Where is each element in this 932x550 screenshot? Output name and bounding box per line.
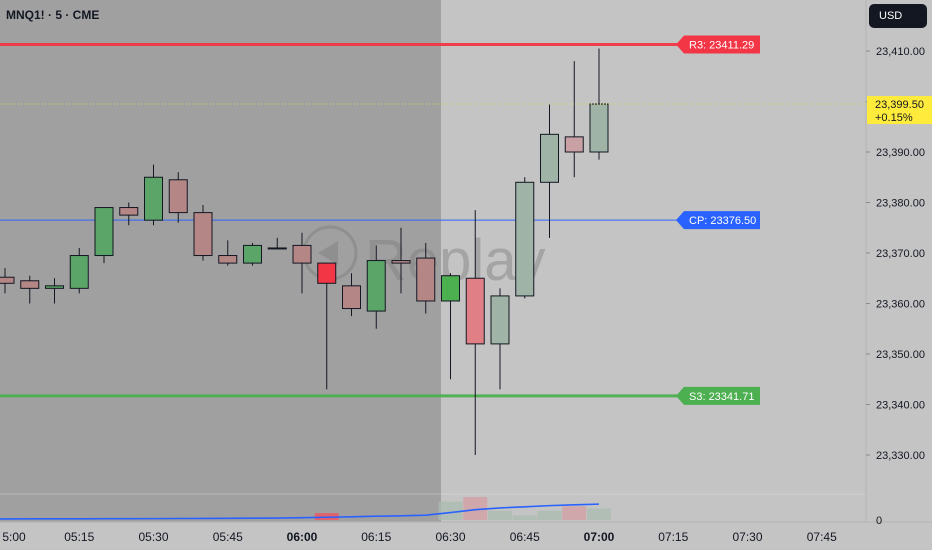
candle-body bbox=[416, 257, 436, 302]
candle-body bbox=[490, 295, 510, 345]
current-price-label: 23,399.50 bbox=[875, 99, 924, 111]
price-tick-label: 23,370.00 bbox=[876, 248, 925, 260]
candle[interactable] bbox=[193, 205, 213, 261]
price-tick-label: 23,410.00 bbox=[876, 46, 925, 58]
candle[interactable] bbox=[267, 237, 287, 250]
time-label: 05:15 bbox=[64, 530, 94, 544]
candle-body bbox=[465, 277, 485, 345]
time-label: 5:00 bbox=[2, 530, 26, 544]
candle-body bbox=[168, 179, 188, 214]
support-level-tag[interactable] bbox=[676, 386, 760, 405]
candle-body bbox=[589, 103, 609, 153]
volume-bar bbox=[463, 497, 488, 520]
candle[interactable] bbox=[144, 164, 163, 226]
volume-bar bbox=[537, 510, 562, 520]
candle-body bbox=[243, 244, 262, 264]
candle[interactable] bbox=[292, 232, 312, 294]
candle[interactable] bbox=[416, 242, 436, 314]
candle[interactable] bbox=[45, 278, 64, 304]
candle-body bbox=[366, 260, 386, 312]
candle[interactable] bbox=[465, 210, 485, 455]
candle[interactable] bbox=[94, 207, 114, 264]
candle-body bbox=[94, 207, 114, 257]
candle-body bbox=[540, 133, 559, 183]
volume-bar bbox=[438, 501, 463, 520]
candle-body bbox=[317, 262, 337, 284]
time-label: 05:45 bbox=[213, 530, 243, 544]
candle[interactable] bbox=[441, 273, 460, 380]
candle-body bbox=[45, 285, 64, 289]
time-label: 06:00 bbox=[287, 530, 318, 544]
time-label: 07:00 bbox=[584, 530, 615, 544]
candle-body bbox=[441, 275, 460, 302]
current-price-tag bbox=[867, 96, 932, 125]
price-tick-label: 23,390.00 bbox=[876, 147, 925, 159]
current-price-change: +0.15% bbox=[875, 112, 913, 124]
time-label: 07:15 bbox=[658, 530, 688, 544]
resistance-level-tag[interactable] bbox=[676, 35, 760, 54]
candle[interactable] bbox=[218, 240, 238, 266]
volume-zero-label: 0 bbox=[876, 515, 882, 527]
candle-body bbox=[342, 285, 361, 310]
time-axis[interactable]: 5:00 05:15 05:30 05:45 06:00 06:15 06:30 06:45 0… bbox=[2, 530, 837, 544]
candle[interactable] bbox=[243, 242, 262, 266]
candle[interactable] bbox=[540, 104, 559, 238]
pivot-level-label: CP: 23376.50 bbox=[689, 215, 756, 227]
candle-body bbox=[391, 260, 411, 264]
price-tick-label: 23,330.00 bbox=[876, 450, 925, 462]
support-level-label: S3: 23341.71 bbox=[689, 391, 754, 403]
time-label: 07:30 bbox=[732, 530, 762, 544]
candle[interactable] bbox=[515, 177, 535, 299]
candle-body bbox=[0, 276, 15, 284]
candle[interactable] bbox=[20, 275, 40, 304]
price-tick-label: 23,340.00 bbox=[876, 400, 925, 412]
candle-body bbox=[69, 255, 89, 289]
candle-body bbox=[193, 212, 213, 257]
candle[interactable] bbox=[0, 268, 15, 294]
candle[interactable] bbox=[317, 262, 337, 390]
candle-body bbox=[218, 255, 238, 264]
currency-button[interactable]: USD bbox=[869, 4, 927, 28]
candle[interactable] bbox=[366, 245, 386, 329]
volume-bar bbox=[587, 508, 611, 520]
price-tick-label: 23,380.00 bbox=[876, 198, 925, 210]
symbol-title[interactable]: MNQ1! · 5 · CME bbox=[6, 8, 100, 22]
volume-ma-line bbox=[0, 503, 600, 520]
price-tick-label: 23,360.00 bbox=[876, 299, 925, 311]
candle[interactable] bbox=[69, 247, 89, 294]
time-label: 06:30 bbox=[435, 530, 465, 544]
candle-body bbox=[267, 247, 287, 250]
time-label: 07:45 bbox=[807, 530, 837, 544]
candle-body bbox=[119, 207, 139, 216]
candle[interactable] bbox=[391, 227, 411, 294]
volume-bar bbox=[512, 515, 537, 520]
price-tick-label: 23,350.00 bbox=[876, 349, 925, 361]
time-label: 06:45 bbox=[510, 530, 540, 544]
candle-body bbox=[515, 181, 535, 297]
candle[interactable] bbox=[564, 61, 584, 178]
time-label: 06:15 bbox=[361, 530, 391, 544]
candle-body bbox=[292, 244, 312, 264]
candle[interactable] bbox=[342, 273, 361, 317]
resistance-level-label: R3: 23411.29 bbox=[689, 39, 754, 51]
time-label: 05:30 bbox=[138, 530, 168, 544]
candle-body bbox=[20, 280, 40, 289]
candle[interactable] bbox=[589, 48, 609, 160]
volume-bar bbox=[562, 506, 587, 520]
candle-body bbox=[564, 136, 584, 153]
pivot-level-tag[interactable] bbox=[676, 211, 760, 230]
candle[interactable] bbox=[119, 202, 139, 226]
candle[interactable] bbox=[490, 288, 510, 390]
replay-arrow-icon bbox=[318, 241, 338, 265]
candle-body bbox=[144, 176, 163, 221]
price-axis[interactable]: 23,410.0023,400.0023,390.0023,380.0023,3… bbox=[866, 46, 925, 527]
candle[interactable] bbox=[168, 172, 188, 223]
volume-bar bbox=[488, 510, 512, 520]
